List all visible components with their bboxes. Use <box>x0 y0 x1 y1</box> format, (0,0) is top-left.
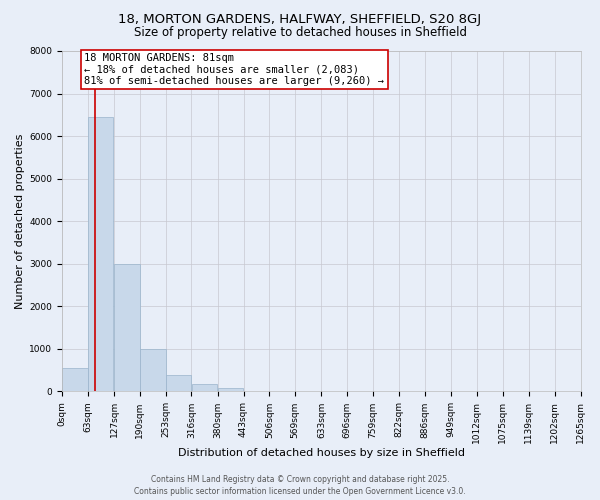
Bar <box>218 388 244 392</box>
Text: 18 MORTON GARDENS: 81sqm
← 18% of detached houses are smaller (2,083)
81% of sem: 18 MORTON GARDENS: 81sqm ← 18% of detach… <box>85 53 385 86</box>
Bar <box>191 384 217 392</box>
Text: Size of property relative to detached houses in Sheffield: Size of property relative to detached ho… <box>133 26 467 39</box>
Text: 18, MORTON GARDENS, HALFWAY, SHEFFIELD, S20 8GJ: 18, MORTON GARDENS, HALFWAY, SHEFFIELD, … <box>118 12 482 26</box>
Bar <box>140 349 166 392</box>
Bar <box>166 376 191 392</box>
Bar <box>114 264 140 392</box>
X-axis label: Distribution of detached houses by size in Sheffield: Distribution of detached houses by size … <box>178 448 464 458</box>
Bar <box>62 368 88 392</box>
Bar <box>88 117 113 392</box>
Text: Contains HM Land Registry data © Crown copyright and database right 2025.
Contai: Contains HM Land Registry data © Crown c… <box>134 475 466 496</box>
Y-axis label: Number of detached properties: Number of detached properties <box>15 134 25 309</box>
